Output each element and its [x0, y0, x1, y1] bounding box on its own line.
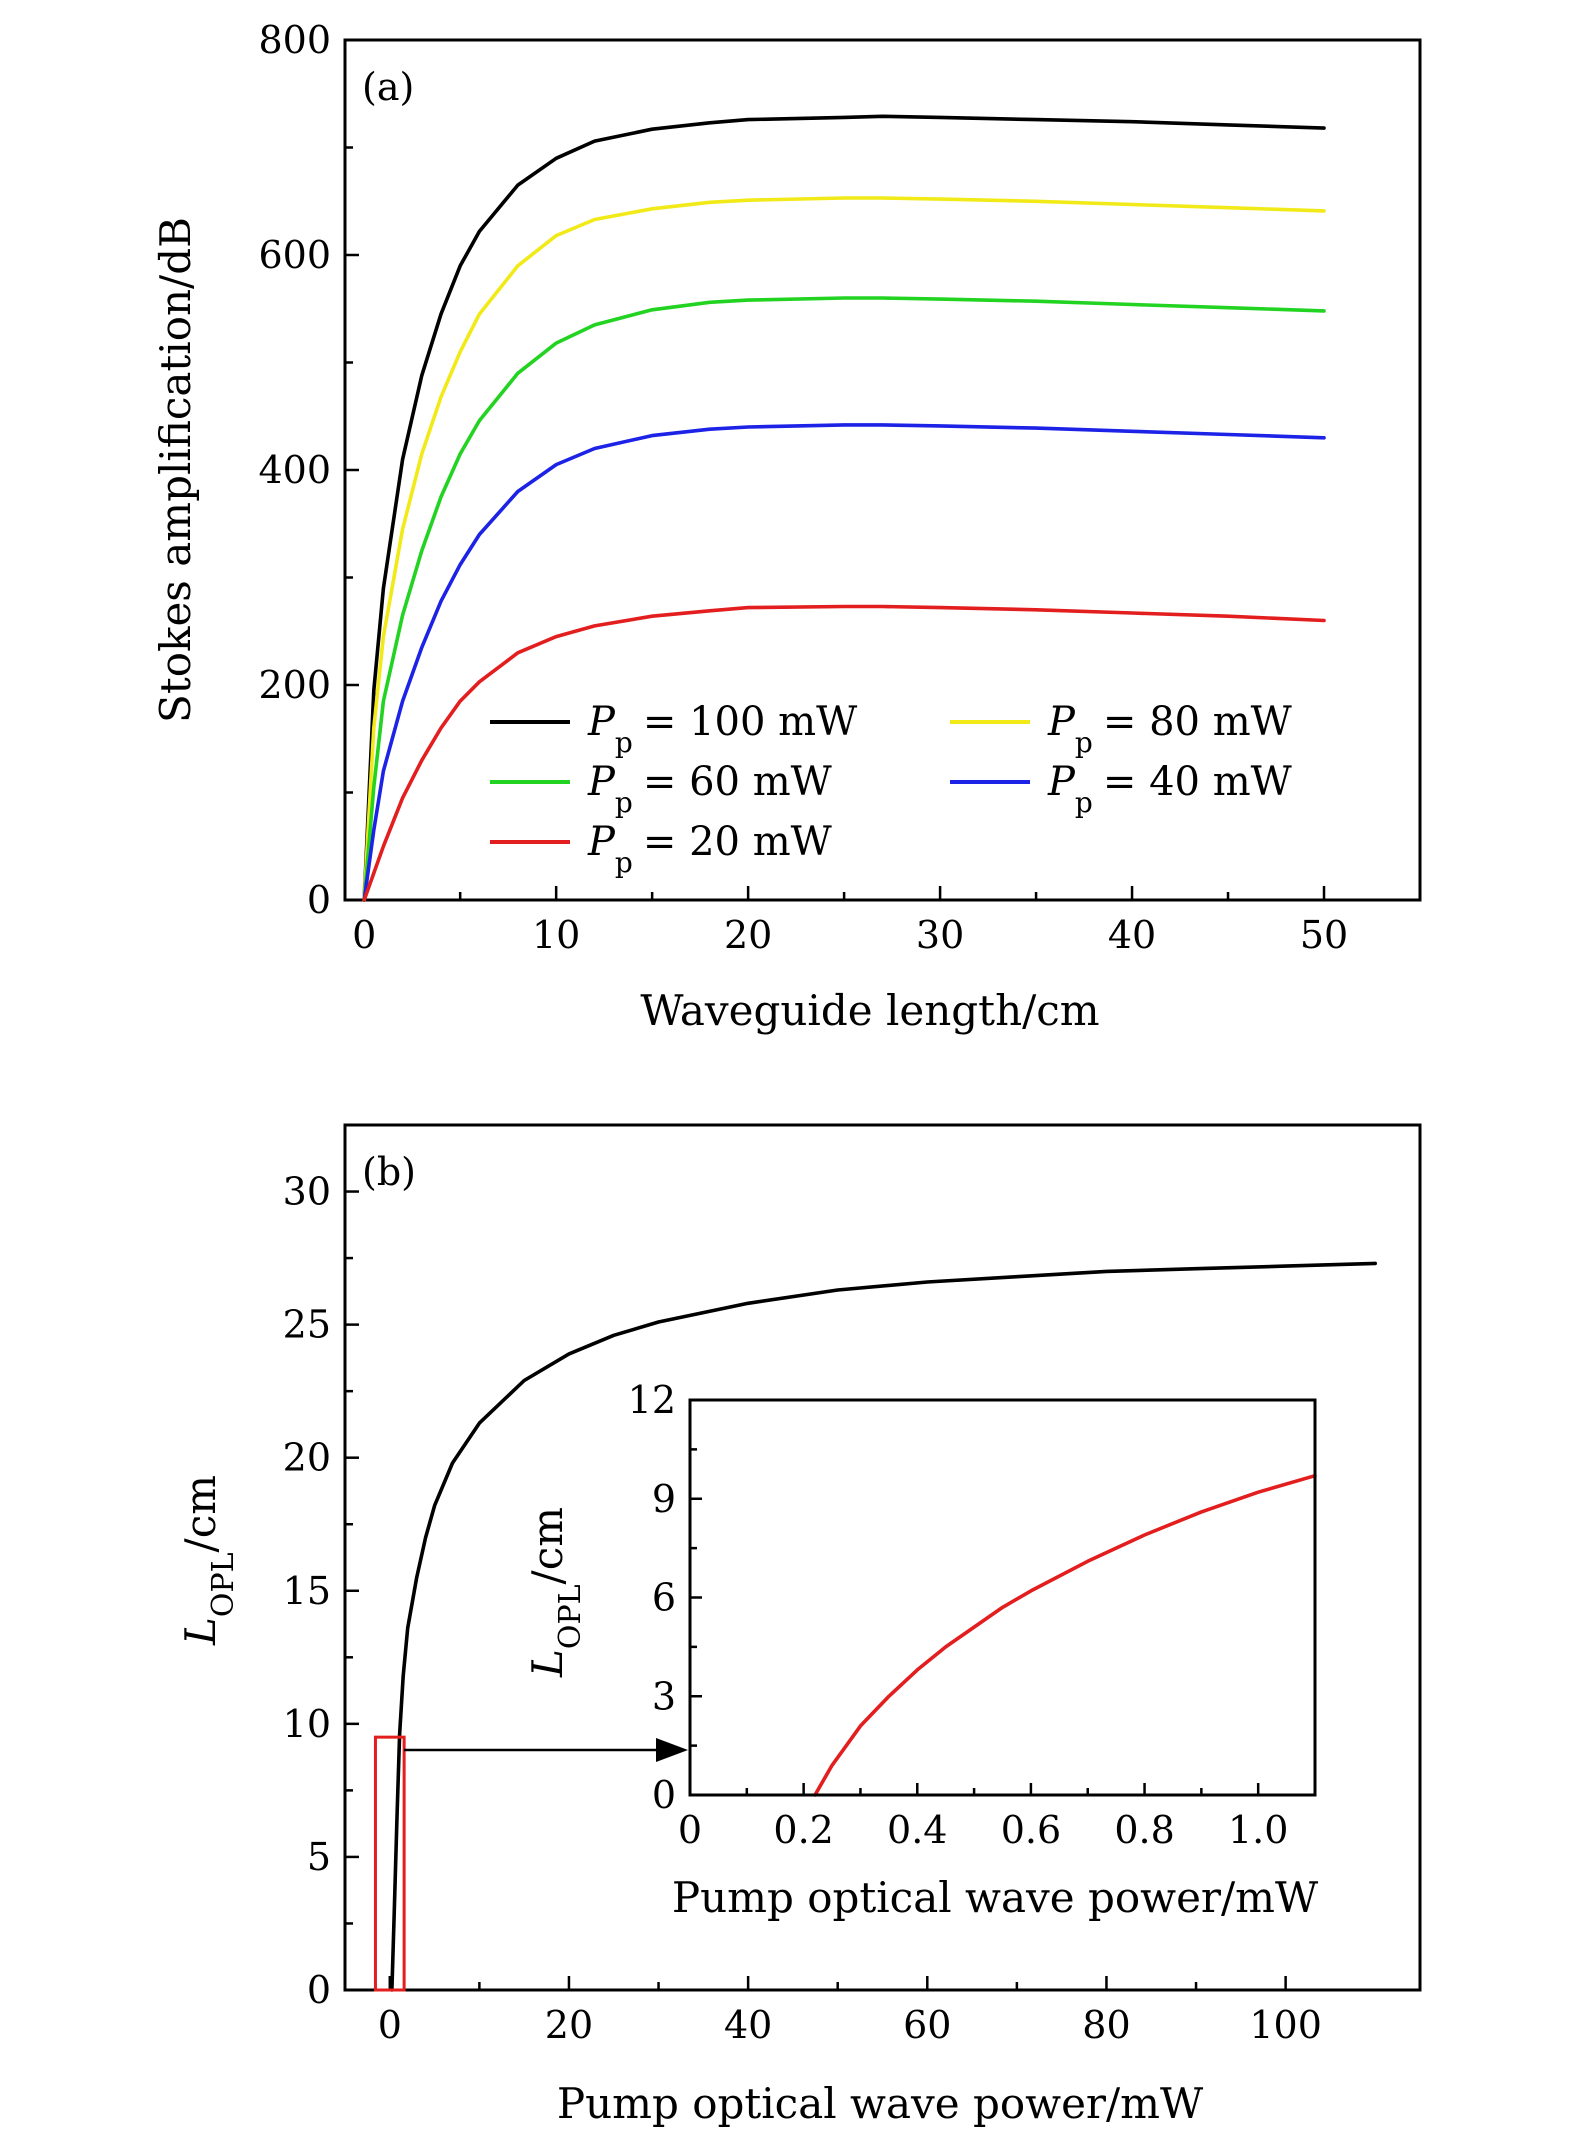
panel-a-y-axis-title: Stokes amplification/dB	[151, 217, 200, 723]
inset-x-ticks: 0 0.2 0.4 0.6 0.8 1.0	[678, 1783, 1288, 1852]
panel-b-x-tick-label: 0	[378, 2003, 402, 2047]
panel-b-frame	[343, 1123, 1422, 1992]
inset-background	[690, 1400, 1315, 1795]
panel-b-series-line	[390, 1261, 1377, 1992]
inset-y-tick-label: 0	[652, 1773, 676, 1817]
panel-a-y-tick-label: 400	[258, 448, 331, 492]
panel-b-x-tick-label: 60	[903, 2003, 951, 2047]
panel-a-series-line	[362, 296, 1326, 902]
inset-x-tick-label: 1.0	[1228, 1808, 1288, 1852]
panel-b-y-tick-label: 10	[283, 1702, 331, 1746]
legend-entry-label: Pp = 100 mW	[587, 699, 857, 759]
inset-y-subscript: OPL	[553, 1584, 588, 1649]
inset-y-ticks: 0 3 6 9 12	[628, 1378, 702, 1817]
panel-b-y-ticks: 0 5 10 15 20 25 30	[283, 1170, 359, 2012]
inset-y-tick-label: 9	[652, 1477, 676, 1521]
inset-x-tick-label: 0.4	[887, 1808, 947, 1852]
panel-a-series-line	[362, 114, 1326, 902]
panel-a-y-tick-label: 600	[258, 233, 331, 277]
panel-b-x-tick-label: 40	[724, 2003, 772, 2047]
panel-b-x-axis-title: Pump optical wave power/mW	[557, 2079, 1204, 2128]
zoom-arrow-head	[656, 1738, 688, 1762]
panel-a-y-ticks: 0 200 400 600 800	[258, 18, 359, 922]
panel-a-y-tick-label: 800	[258, 18, 331, 62]
panel-a-legend: Pp = 100 mW Pp = 80 mW Pp = 60 mW Pp = 40 mW Pp =…	[490, 699, 1292, 879]
panel-b-zoom-box	[373, 1735, 406, 1992]
panel-a-series-line	[362, 423, 1326, 902]
inset-y-tick-label: 12	[628, 1378, 676, 1422]
panel-a: 0 200 400 600 800 0 10 20 30 40 50 (a) Waveguide …	[151, 18, 1422, 1035]
panel-b-y-tick-label: 25	[283, 1303, 331, 1347]
inset-y-symbol: L	[523, 1649, 572, 1678]
inset-x-tick-label: 0.6	[1001, 1808, 1061, 1852]
zoom-arrow	[404, 1738, 688, 1762]
panel-b-inset: 0 3 6 9 12 0 0.2 0.4 0.6 0.8 1.0 Pump optical wav…	[523, 1378, 1319, 1922]
inset-x-tick-label: 0.8	[1114, 1808, 1174, 1852]
inset-series-line	[813, 1473, 1317, 1797]
inset-y-axis-title: LOPL/cm	[523, 1507, 588, 1678]
panel-b-y-symbol: L	[176, 1617, 225, 1646]
panel-b-x-tick-label: 80	[1082, 2003, 1130, 2047]
panel-a-x-tick-label: 40	[1108, 913, 1156, 957]
panel-a-label: (a)	[362, 65, 414, 109]
panel-a-x-tick-label: 30	[916, 913, 964, 957]
panel-b-y-tick-label: 0	[307, 1968, 331, 2012]
panel-b-y-tick-label: 20	[283, 1436, 331, 1480]
panel-a-series-line	[362, 196, 1326, 902]
panel-b-y-axis-title: LOPL/cm	[176, 1475, 241, 1646]
inset-x-tick-label: 0	[678, 1808, 702, 1852]
panel-b-y-tick-label: 5	[307, 1835, 331, 1879]
inset-x-tick-label: 0.2	[773, 1808, 833, 1852]
panel-b-x-tick-label: 100	[1249, 2003, 1322, 2047]
panel-b-label: (b)	[362, 1150, 416, 1194]
legend-entry-label: Pp = 60 mW	[587, 759, 832, 819]
panel-b-y-tick-label: 30	[283, 1170, 331, 1214]
panel-a-x-tick-label: 50	[1300, 913, 1348, 957]
panel-a-x-tick-label: 20	[724, 913, 772, 957]
panel-b-x-tick-label: 20	[545, 2003, 593, 2047]
panel-a-y-tick-label: 0	[307, 878, 331, 922]
inset-y-unit: /cm	[523, 1507, 572, 1585]
panel-a-x-tick-label: 0	[352, 913, 376, 957]
panel-a-x-axis-title: Waveguide length/cm	[640, 986, 1099, 1035]
panel-a-x-tick-label: 10	[532, 913, 580, 957]
inset-series	[813, 1473, 1317, 1797]
inset-y-tick-label: 6	[652, 1576, 676, 1620]
panel-b-y-unit: /cm	[176, 1475, 225, 1553]
legend-entry-label: Pp = 80 mW	[1047, 699, 1292, 759]
panel-b-series	[390, 1261, 1377, 1992]
panel-a-series	[362, 114, 1326, 902]
legend-entry-label: Pp = 20 mW	[587, 819, 832, 879]
panel-a-x-ticks: 0 10 20 30 40 50	[352, 886, 1348, 957]
panel-b-y-subscript: OPL	[206, 1552, 241, 1617]
legend-entry-label: Pp = 40 mW	[1047, 759, 1292, 819]
panel-b-y-tick-label: 15	[283, 1569, 331, 1613]
inset-y-tick-label: 3	[652, 1674, 676, 1718]
panel-a-y-tick-label: 200	[258, 663, 331, 707]
inset-x-axis-title: Pump optical wave power/mW	[672, 1873, 1319, 1922]
panel-a-series-line	[362, 604, 1326, 902]
panel-b-x-ticks: 0 20 40 60 80 100	[378, 1976, 1322, 2047]
